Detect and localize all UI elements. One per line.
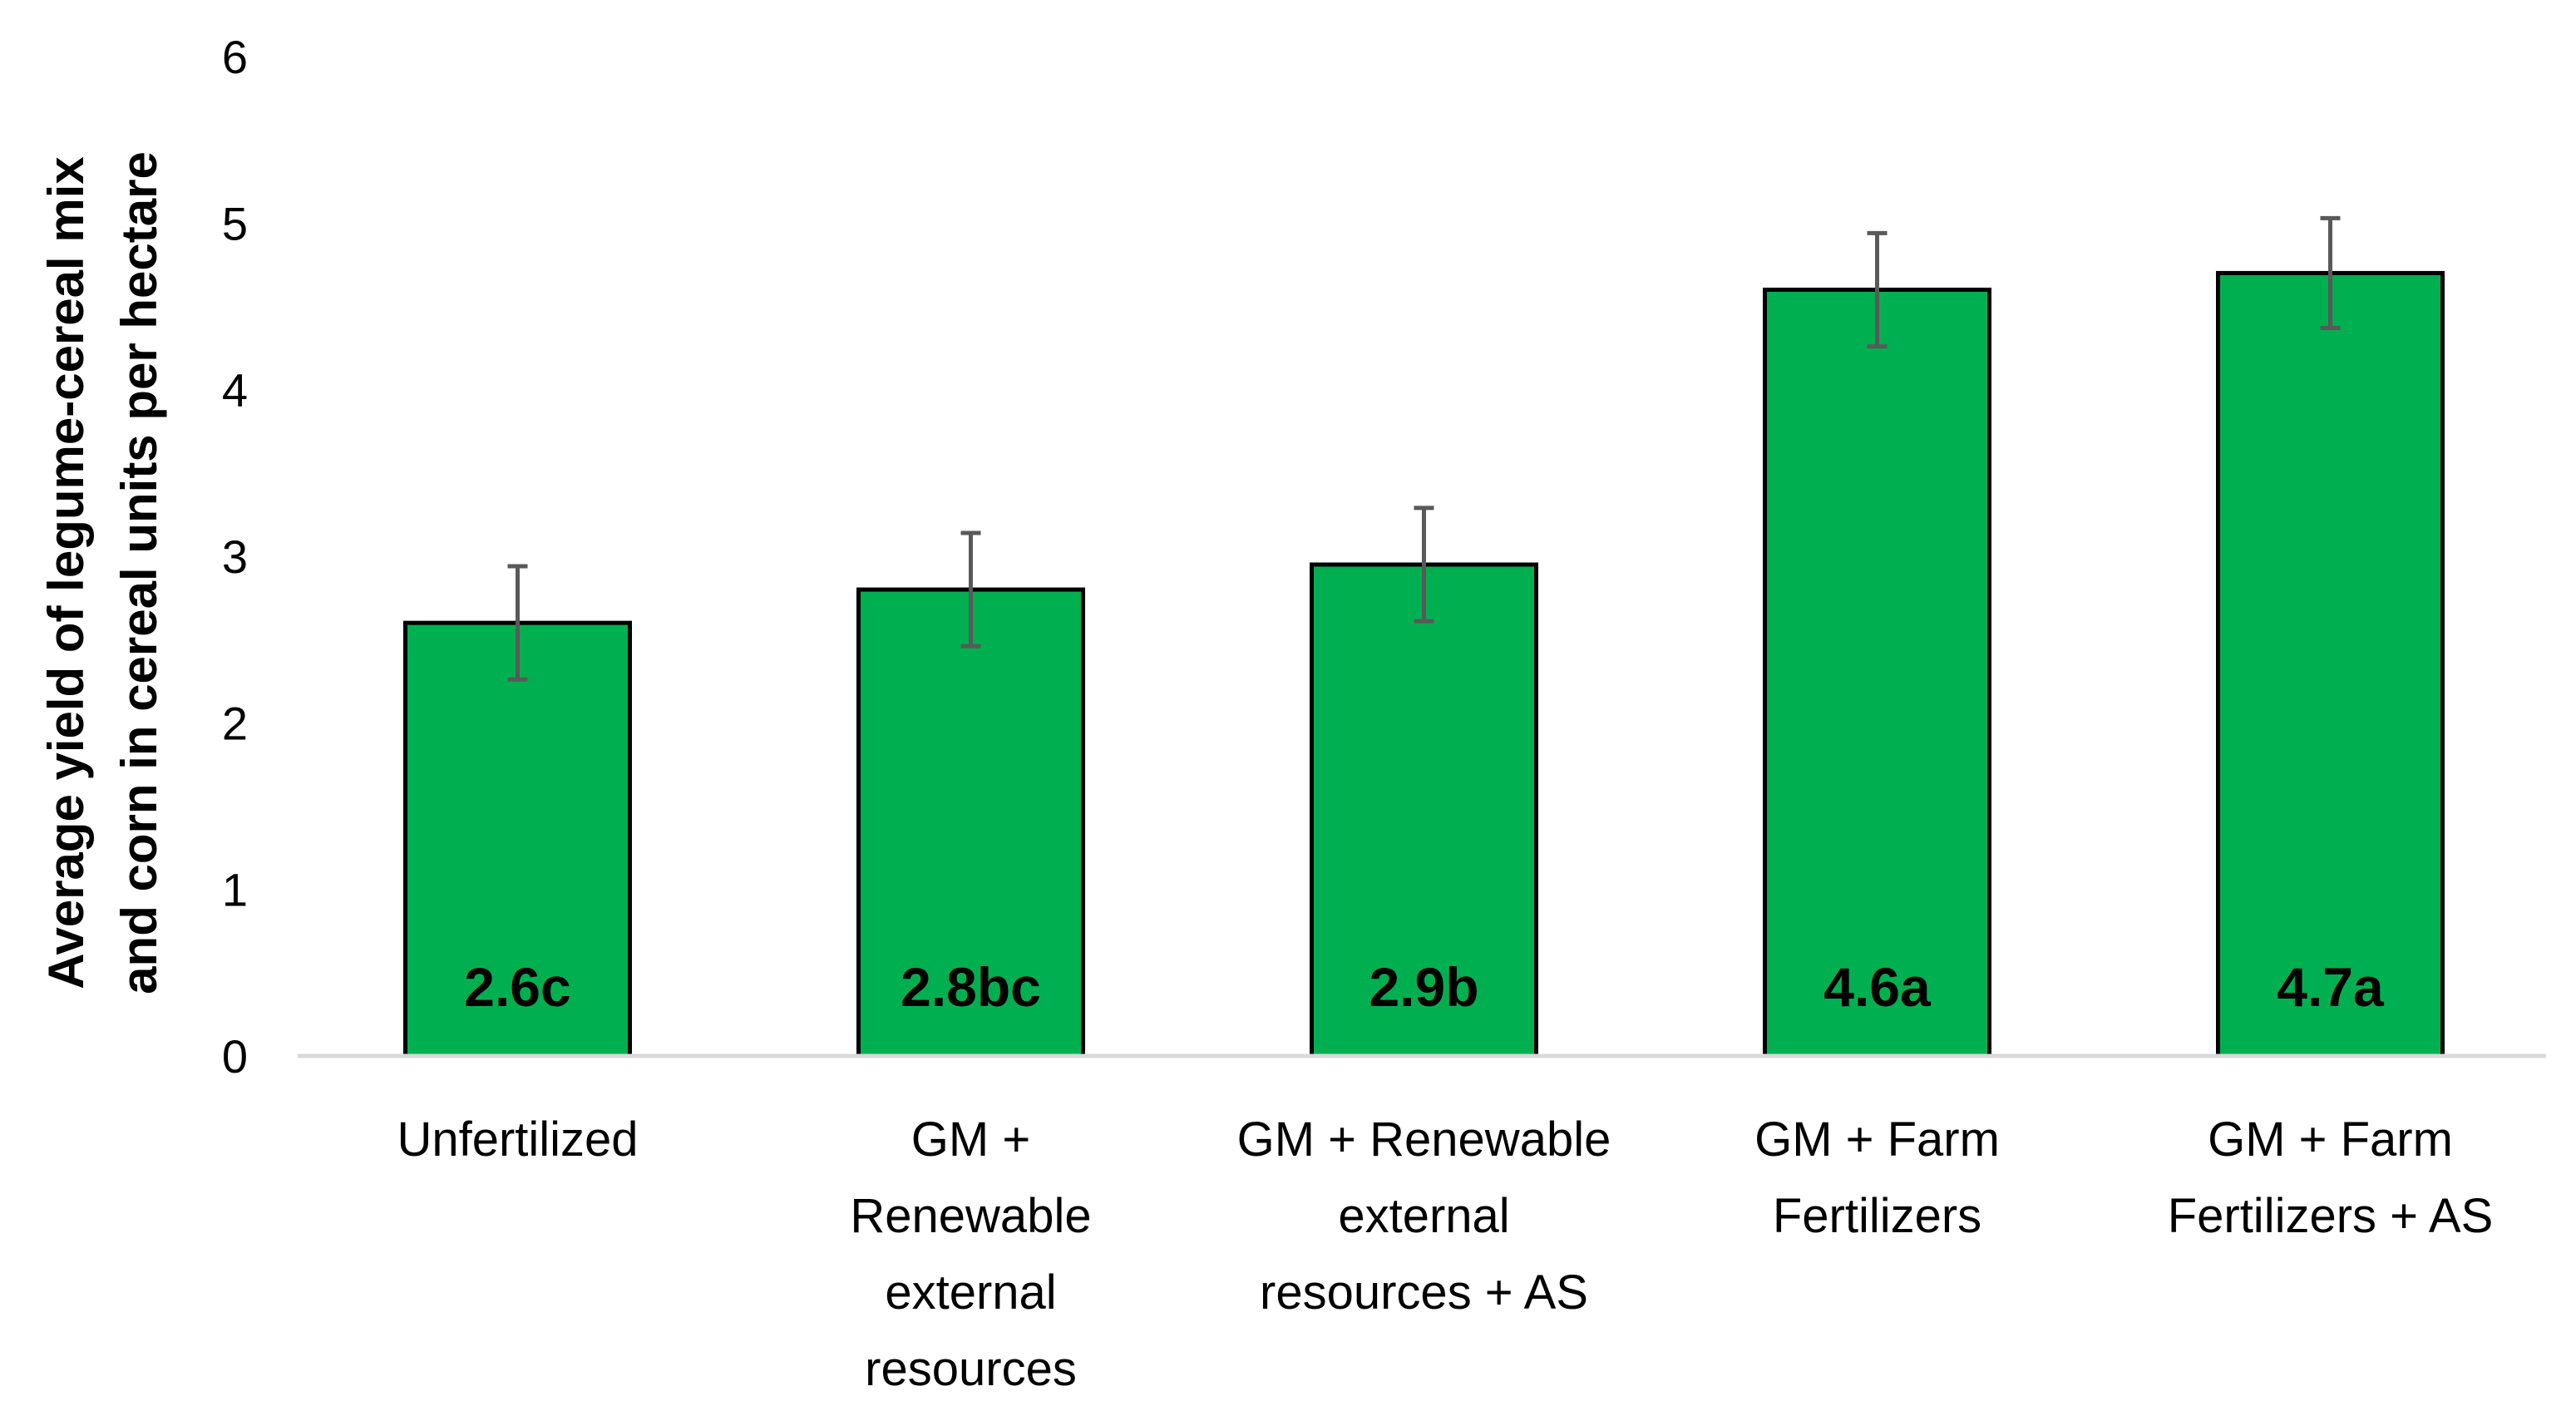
category-label-line: external xyxy=(1338,1189,1509,1243)
data-label: 2.8bc xyxy=(901,956,1041,1018)
category-label-line: resources + AS xyxy=(1260,1265,1588,1320)
category-label: GM + Renewable external resources xyxy=(850,1112,1091,1396)
bar xyxy=(403,620,632,1058)
category-label-line: Renewable xyxy=(850,1189,1091,1243)
category-label-line: Fertilizers + AS xyxy=(2168,1189,2494,1243)
category-label-line: Fertilizers xyxy=(1773,1189,1981,1243)
category-labels: Unfertilized GM + Renewable external resourc… xyxy=(397,1112,2493,1396)
y-axis-ticks: 0 1 2 3 4 5 6 xyxy=(222,31,248,1083)
category-label: GM + Farm Fertilizers xyxy=(1754,1112,2000,1243)
category-label-line: external xyxy=(885,1265,1056,1320)
data-label: 4.7a xyxy=(2277,956,2385,1018)
y-tick-label: 6 xyxy=(222,31,248,83)
category-label: GM + Farm Fertilizers + AS xyxy=(2168,1112,2494,1243)
bar xyxy=(856,587,1085,1058)
y-tick-label: 3 xyxy=(222,530,248,583)
category-label: Unfertilized xyxy=(397,1112,638,1167)
category-label-line: GM + Renewable xyxy=(1237,1112,1611,1167)
data-labels: 2.6c 2.8bc 2.9b 4.6a 4.7a xyxy=(464,956,2385,1018)
category-label-line: resources xyxy=(865,1342,1077,1396)
y-tick-label: 5 xyxy=(222,197,248,249)
category-label: GM + Renewable external resources + AS xyxy=(1237,1112,1611,1320)
y-axis-title-line: and corn in cereal units per hectare xyxy=(111,151,167,994)
category-label-line: Unfertilized xyxy=(397,1112,638,1167)
data-label: 2.6c xyxy=(464,956,570,1018)
data-label: 2.9b xyxy=(1369,956,1478,1018)
category-label-line: GM + xyxy=(911,1112,1030,1167)
bar xyxy=(1763,287,1991,1058)
y-axis-title-line: Average yield of legume-cereal mix xyxy=(38,156,94,989)
y-tick-label: 2 xyxy=(222,697,248,749)
bar xyxy=(2216,270,2445,1058)
y-tick-label: 0 xyxy=(222,1030,248,1083)
bars xyxy=(403,270,2445,1058)
y-tick-label: 4 xyxy=(222,364,248,417)
error-bars xyxy=(507,215,2341,682)
y-tick-label: 1 xyxy=(222,864,248,916)
category-label-line: GM + Farm xyxy=(2208,1112,2453,1167)
category-label-line: GM + Farm xyxy=(1754,1112,2000,1167)
data-label: 4.6a xyxy=(1823,956,1932,1018)
y-axis-label: Average yield of legume-cereal mix and co… xyxy=(38,151,167,994)
